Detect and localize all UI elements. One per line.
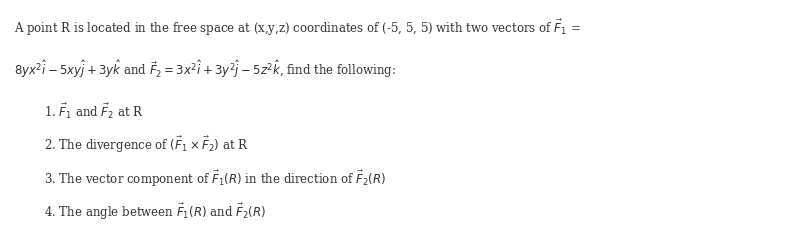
- Text: A point R is located in the free space at (x,y,z) coordinates of (-5, 5, 5) with: A point R is located in the free space a…: [14, 18, 581, 39]
- Text: 4. The angle between $\vec{F}_1(R)$ and $\vec{F}_2(R)$: 4. The angle between $\vec{F}_1(R)$ and …: [44, 202, 266, 222]
- Text: $8yx^2\hat{i} - 5xy\hat{j} + 3y\hat{k}$ and $\vec{F}_2 = 3x^2\hat{i} + 3y^2\hat{: $8yx^2\hat{i} - 5xy\hat{j} + 3y\hat{k}$ …: [14, 58, 396, 80]
- Text: 1. $\vec{F}_1$ and $\vec{F}_2$ at R: 1. $\vec{F}_1$ and $\vec{F}_2$ at R: [44, 102, 144, 121]
- Text: 2. The divergence of $(\vec{F}_1 \times \vec{F}_2)$ at R: 2. The divergence of $(\vec{F}_1 \times …: [44, 135, 248, 155]
- Text: 3. The vector component of $\vec{F}_1(R)$ in the direction of $\vec{F}_2(R)$: 3. The vector component of $\vec{F}_1(R)…: [44, 169, 386, 189]
